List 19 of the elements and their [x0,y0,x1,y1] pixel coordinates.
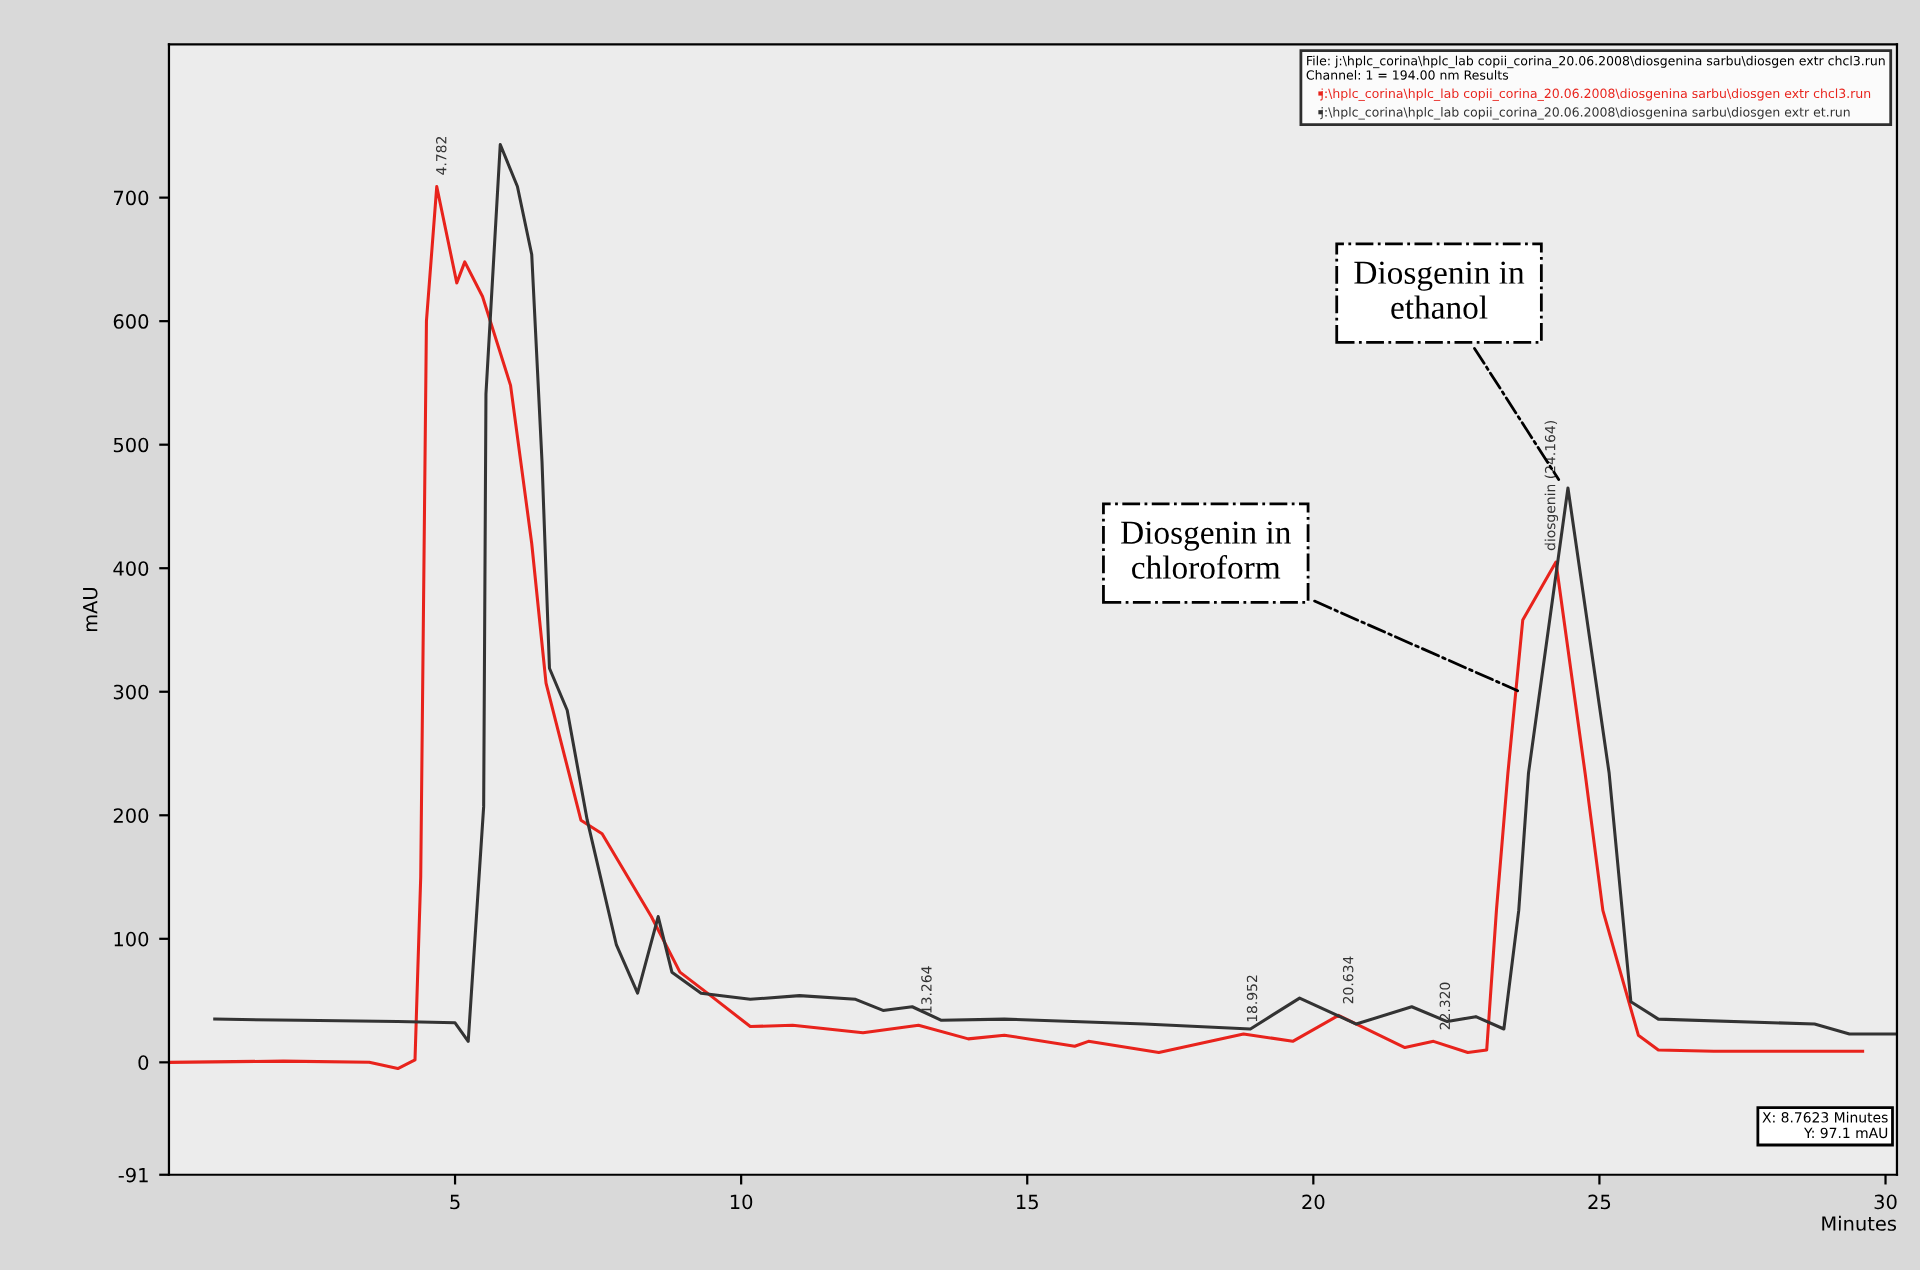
x-axis-title: Minutes [1822,1215,1897,1231]
y-tick-label: 500 [113,437,149,453]
y-tick-label: -91 [118,1167,148,1183]
x-tick-label: 10 [730,1194,753,1210]
y-tick-label: 0 [138,1055,149,1070]
y-tick-label: 600 [113,314,149,329]
x-tick-label: 30 [1874,1194,1897,1210]
y-tick-label: 700 [114,190,149,206]
y-tick-label: 300 [113,684,149,700]
x-tick-label: 5 [450,1194,460,1210]
y-tick-label: 100 [114,931,149,947]
annotation: Diosgenin in chloroform [1121,521,1291,579]
annotation: Diosgenin in ethanol [1354,261,1525,319]
y-tick-label: 400 [113,561,149,576]
x-tick-label: 20 [1302,1194,1325,1210]
y-axis-title: mAU [83,588,98,632]
y-tick-label: 200 [113,808,149,823]
x-tick-label: 15 [1017,1194,1038,1210]
x-tick-label: 25 [1588,1194,1611,1210]
